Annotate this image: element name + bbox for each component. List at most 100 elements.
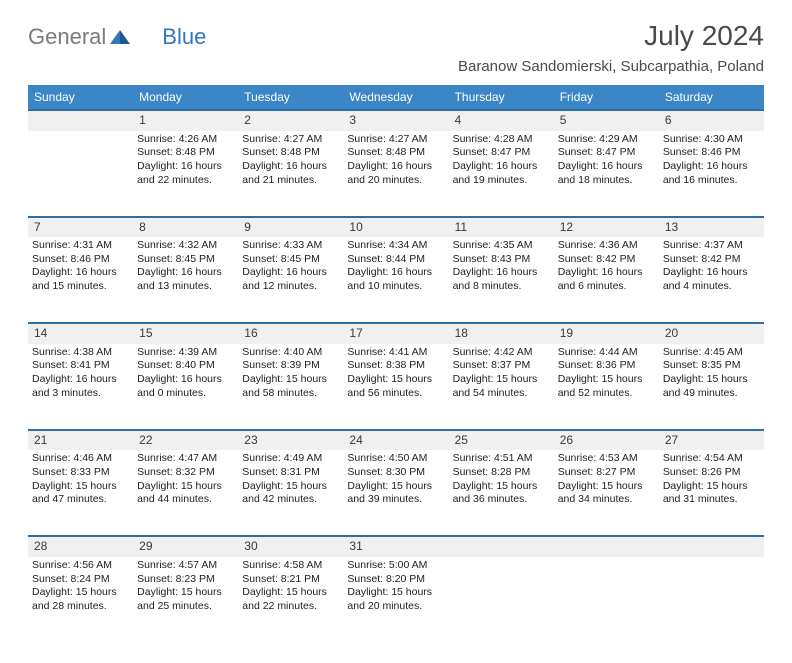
day-info: Sunrise: 4:32 AMSunset: 8:45 PMDaylight:… bbox=[137, 237, 234, 294]
sunset-text: Sunset: 8:46 PM bbox=[32, 253, 110, 265]
sunrise-text: Sunrise: 4:33 AM bbox=[242, 239, 322, 251]
sunset-text: Sunset: 8:41 PM bbox=[32, 359, 110, 371]
day-number-cell: 13 bbox=[659, 217, 764, 238]
day-number-cell: 4 bbox=[449, 110, 554, 131]
day-info-cell: Sunrise: 4:45 AMSunset: 8:35 PM Daylight:… bbox=[659, 344, 764, 430]
day-info: Sunrise: 4:56 AM Sunset: 8:24 PMDaylight:… bbox=[32, 557, 129, 614]
day-number-cell: 26 bbox=[554, 430, 659, 451]
daylight-text: Daylight: 15 hours and 54 minutes. bbox=[453, 373, 538, 399]
day-number-cell: 25 bbox=[449, 430, 554, 451]
daylight-text: Daylight: 15 hours and 58 minutes. bbox=[242, 373, 327, 399]
day-number-row: 21222324252627 bbox=[28, 430, 764, 451]
calendar-table: SundayMondayTuesdayWednesdayThursdayFrid… bbox=[28, 85, 764, 643]
sunset-text: Sunset: 8:45 PM bbox=[242, 253, 320, 265]
day-info-cell: Sunrise: 4:49 AMSunset: 8:31 PMDaylight:… bbox=[238, 450, 343, 536]
daylight-text: Daylight: 15 hours and 52 minutes. bbox=[558, 373, 643, 399]
day-info-cell: Sunrise: 4:27 AMSunset: 8:48 PM Daylight:… bbox=[238, 131, 343, 217]
daylight-text: Daylight: 16 hours and 12 minutes. bbox=[242, 266, 327, 292]
day-info: Sunrise: 4:26 AMSunset: 8:48 PMDaylight:… bbox=[137, 131, 234, 188]
sunset-text: Sunset: 8:31 PM bbox=[242, 466, 320, 478]
day-info: Sunrise: 4:54 AMSunset: 8:26 PMDaylight:… bbox=[663, 450, 760, 507]
day-number-cell: 14 bbox=[28, 323, 133, 344]
sunrise-text: Sunrise: 4:37 AM bbox=[663, 239, 743, 251]
sunrise-text: Sunrise: 4:56 AM bbox=[32, 559, 112, 571]
day-info-cell: Sunrise: 4:38 AMSunset: 8:41 PMDaylight:… bbox=[28, 344, 133, 430]
day-info: Sunrise: 4:28 AMSunset: 8:47 PMDaylight:… bbox=[453, 131, 550, 188]
day-info: Sunrise: 4:34 AMSunset: 8:44 PMDaylight:… bbox=[347, 237, 444, 294]
brand-mark-icon bbox=[110, 24, 130, 50]
sunrise-text: Sunrise: 4:39 AM bbox=[137, 346, 217, 358]
day-info: Sunrise: 4:37 AMSunset: 8:42 PMDaylight:… bbox=[663, 237, 760, 294]
sunrise-text: Sunrise: 4:53 AM bbox=[558, 452, 638, 464]
title-block: July 2024 Baranow Sandomierski, Subcarpa… bbox=[458, 20, 764, 75]
day-info-cell: Sunrise: 4:40 AMSunset: 8:39 PMDaylight:… bbox=[238, 344, 343, 430]
day-info: Sunrise: 4:39 AMSunset: 8:40 PMDaylight:… bbox=[137, 344, 234, 401]
daylight-text: Daylight: 16 hours and 13 minutes. bbox=[137, 266, 222, 292]
sunset-text: Sunset: 8:30 PM bbox=[347, 466, 425, 478]
sunset-text: Sunset: 8:38 PM bbox=[347, 359, 425, 371]
day-info-cell: Sunrise: 4:39 AMSunset: 8:40 PMDaylight:… bbox=[133, 344, 238, 430]
day-header: Wednesday bbox=[343, 85, 448, 110]
sunset-text: Sunset: 8:48 PM bbox=[242, 146, 320, 158]
sunset-text: Sunset: 8:24 PM bbox=[32, 573, 110, 585]
day-info-row: Sunrise: 4:31 AM Sunset: 8:46 PM Daylight:… bbox=[28, 237, 764, 323]
day-number-cell bbox=[659, 536, 764, 557]
day-info: Sunrise: 4:53 AMSunset: 8:27 PMDaylight:… bbox=[558, 450, 655, 507]
calendar-page: General Blue July 2024 Baranow Sandomier… bbox=[0, 0, 792, 663]
day-info-row: Sunrise: 4:38 AMSunset: 8:41 PMDaylight:… bbox=[28, 344, 764, 430]
day-number-cell: 21 bbox=[28, 430, 133, 451]
daylight-text: Daylight: 15 hours and 28 minutes. bbox=[32, 586, 117, 612]
day-info-cell: Sunrise: 4:32 AMSunset: 8:45 PMDaylight:… bbox=[133, 237, 238, 323]
daylight-text: Daylight: 15 hours and 36 minutes. bbox=[453, 480, 538, 506]
day-number-row: 78910111213 bbox=[28, 217, 764, 238]
day-info-cell: Sunrise: 4:27 AMSunset: 8:48 PMDaylight:… bbox=[343, 131, 448, 217]
sunrise-text: Sunrise: 4:46 AM bbox=[32, 452, 112, 464]
daylight-text: Daylight: 16 hours and 8 minutes. bbox=[453, 266, 538, 292]
sunrise-text: Sunrise: 4:45 AM bbox=[663, 346, 743, 358]
sunset-text: Sunset: 8:26 PM bbox=[663, 466, 741, 478]
sunset-text: Sunset: 8:27 PM bbox=[558, 466, 636, 478]
daylight-text: Daylight: 16 hours and 10 minutes. bbox=[347, 266, 432, 292]
day-info-cell: Sunrise: 4:31 AMSunset: 8:46 PMDaylight:… bbox=[28, 237, 133, 323]
day-info-cell: Sunrise: 4:56 AM Sunset: 8:24 PMDaylight:… bbox=[28, 557, 133, 643]
daylight-text: Daylight: 15 hours and 49 minutes. bbox=[663, 373, 748, 399]
day-info-cell: Sunrise: 4:53 AMSunset: 8:27 PMDaylight:… bbox=[554, 450, 659, 536]
day-number-cell: 18 bbox=[449, 323, 554, 344]
day-info: Sunrise: 4:44 AMSunset: 8:36 PMDaylight:… bbox=[558, 344, 655, 401]
sunset-text: Sunset: 8:48 PM bbox=[347, 146, 425, 158]
day-info: Sunrise: 4:51 AMSunset: 8:28 PMDaylight:… bbox=[453, 450, 550, 507]
day-info-cell: Sunrise: 4:36 AMSunset: 8:42 PMDaylight:… bbox=[554, 237, 659, 323]
day-number-cell: 8 bbox=[133, 217, 238, 238]
day-info-cell: Sunrise: 4:54 AMSunset: 8:26 PMDaylight:… bbox=[659, 450, 764, 536]
daylight-text: Daylight: 15 hours and 25 minutes. bbox=[137, 586, 222, 612]
day-number-cell: 17 bbox=[343, 323, 448, 344]
day-info-cell: Sunrise: 4:58 AMSunset: 8:21 PMDaylight:… bbox=[238, 557, 343, 643]
day-number-cell: 1 bbox=[133, 110, 238, 131]
daylight-text: Daylight: 16 hours and 21 minutes. bbox=[242, 160, 327, 186]
sunrise-text: Sunrise: 4:26 AM bbox=[137, 133, 217, 145]
day-info-cell bbox=[449, 557, 554, 643]
sunrise-text: Sunrise: 4:50 AM bbox=[347, 452, 427, 464]
sunrise-text: Sunrise: 4:30 AM bbox=[663, 133, 743, 145]
day-info-cell: Sunrise: 4:34 AMSunset: 8:44 PMDaylight:… bbox=[343, 237, 448, 323]
sunrise-text: Sunrise: 4:54 AM bbox=[663, 452, 743, 464]
day-number-cell: 24 bbox=[343, 430, 448, 451]
sunset-text: Sunset: 8:35 PM bbox=[663, 359, 741, 371]
day-number-cell: 30 bbox=[238, 536, 343, 557]
sunset-text: Sunset: 8:44 PM bbox=[347, 253, 425, 265]
daylight-text: Daylight: 16 hours and 22 minutes. bbox=[137, 160, 222, 186]
sunset-text: Sunset: 8:47 PM bbox=[453, 146, 531, 158]
sunrise-text: Sunrise: 4:36 AM bbox=[558, 239, 638, 251]
daylight-text: Daylight: 15 hours and 42 minutes. bbox=[242, 480, 327, 506]
daylight-text: Daylight: 16 hours and 3 minutes. bbox=[32, 373, 117, 399]
sunrise-text: Sunrise: 4:31 AM bbox=[32, 239, 112, 251]
sunrise-text: Sunrise: 4:27 AM bbox=[242, 133, 322, 145]
day-info: Sunrise: 4:31 AMSunset: 8:46 PMDaylight:… bbox=[32, 237, 129, 294]
sunrise-text: Sunrise: 4:40 AM bbox=[242, 346, 322, 358]
day-info: Sunrise: 4:30 AMSunset: 8:46 PMDaylight:… bbox=[663, 131, 760, 188]
day-info-cell: Sunrise: 4:46 AMSunset: 8:33 PMDaylight:… bbox=[28, 450, 133, 536]
day-number-row: 123456 bbox=[28, 110, 764, 131]
day-number-cell bbox=[449, 536, 554, 557]
sunrise-text: Sunrise: 4:42 AM bbox=[453, 346, 533, 358]
sunset-text: Sunset: 8:45 PM bbox=[137, 253, 215, 265]
